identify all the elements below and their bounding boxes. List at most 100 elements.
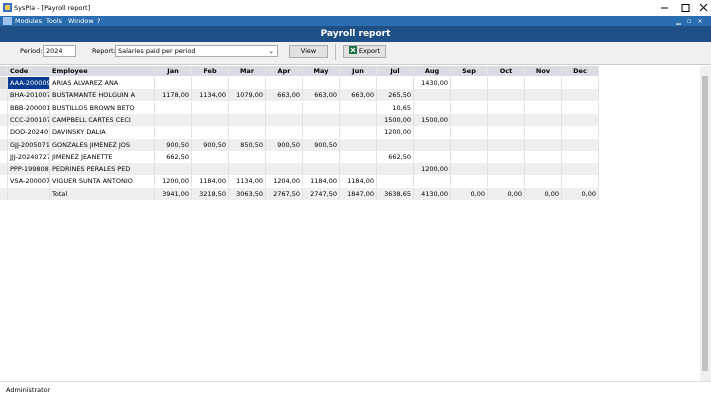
view-button[interactable]: View [289, 45, 328, 58]
row-header [0, 66, 8, 76]
window-title: SysPla - [Payroll report] [14, 4, 91, 12]
table-cell: 900,50 [155, 138, 192, 151]
table-cell: 900,50 [303, 138, 340, 151]
table-cell [525, 113, 562, 126]
table-cell [340, 163, 377, 176]
table-cell: 1200,00 [414, 163, 451, 176]
table-cell: 1134,00 [229, 175, 266, 188]
table-cell [340, 101, 377, 114]
total-cell: 0,00 [525, 187, 562, 200]
column-header: Oct [488, 66, 525, 76]
menu-bar: Modules Tools Window ? ▁▫× [0, 16, 711, 26]
export-label: Export [358, 47, 381, 55]
table-cell [192, 77, 229, 89]
table-cell: VIGUER SUNTA ANTONIO [50, 175, 155, 188]
table-cell [488, 113, 525, 126]
report-select[interactable]: Salaries paid per period ⌄ [115, 45, 278, 57]
table-cell [414, 89, 451, 102]
table-cell [303, 163, 340, 176]
table-cell [266, 101, 303, 114]
status-user: Administrator [6, 386, 51, 394]
table-cell [562, 126, 599, 139]
export-button[interactable]: Export [343, 45, 386, 58]
period-spinner[interactable]: 2024 [43, 45, 76, 57]
table-cell [340, 138, 377, 151]
table-cell [192, 126, 229, 139]
table-cell [303, 126, 340, 139]
table-cell [562, 113, 599, 126]
table-cell [229, 163, 266, 176]
row-indicator [0, 187, 8, 200]
page-header: Payroll report [0, 26, 711, 42]
column-header: Employee [50, 66, 155, 76]
table-cell [340, 150, 377, 163]
table-cell [266, 150, 303, 163]
table-cell [266, 163, 303, 176]
window-controls[interactable] [655, 0, 711, 16]
table-cell [155, 101, 192, 114]
period-label: Period: [20, 47, 43, 55]
total-cell: 0,00 [562, 187, 599, 200]
table-cell: 10,65 [377, 101, 414, 114]
table-cell: BUSTILLOS BROWN BETO [50, 101, 155, 114]
row-indicator [0, 138, 8, 151]
table-cell [525, 89, 562, 102]
table-cell [451, 101, 488, 114]
row-indicator [0, 77, 8, 89]
table-cell [340, 126, 377, 139]
menu-item[interactable]: Window [68, 17, 94, 25]
table-cell [488, 138, 525, 151]
table-cell [377, 77, 414, 89]
title-bar: SysPla - [Payroll report] [0, 0, 711, 16]
table-cell [192, 113, 229, 126]
total-cell: 0,00 [451, 187, 488, 200]
table-cell: PPP-19980801 [8, 163, 50, 176]
table-cell [488, 150, 525, 163]
total-cell: 2747,50 [303, 187, 340, 200]
table-cell [562, 138, 599, 151]
table-cell: 1200,00 [155, 175, 192, 188]
table-cell [414, 101, 451, 114]
table-cell: JIMENEZ JEANETTE [50, 150, 155, 163]
menu-item[interactable]: Modules [15, 17, 43, 25]
column-header: Feb [192, 66, 229, 76]
table-cell [192, 101, 229, 114]
table-cell: 1204,00 [266, 175, 303, 188]
total-cell: Total [50, 187, 155, 200]
table-cell [488, 101, 525, 114]
table-cell [562, 150, 599, 163]
table-cell [303, 113, 340, 126]
table-cell [192, 163, 229, 176]
table-cell: 1184,00 [340, 175, 377, 188]
table-cell [525, 101, 562, 114]
table-cell [377, 175, 414, 188]
table-cell[interactable]: AAA-20000902 [8, 77, 50, 89]
table-cell: CAMPBELL CARTES CECI [50, 113, 155, 126]
table-cell: DAVINSKY DALIA [50, 126, 155, 139]
menu-item[interactable]: ? [97, 17, 101, 25]
table-cell [451, 89, 488, 102]
table-cell [155, 126, 192, 139]
column-header: Aug [414, 66, 451, 76]
table-cell [525, 150, 562, 163]
table-cell [266, 113, 303, 126]
scroll-thumb[interactable] [702, 76, 708, 371]
mdi-controls[interactable]: ▁▫× [676, 17, 709, 25]
table-cell [451, 77, 488, 89]
scrollbar[interactable] [700, 66, 711, 381]
total-cell: 1847,00 [340, 187, 377, 200]
table-cell [562, 101, 599, 114]
column-header: Code [8, 66, 50, 76]
table-cell: CCC-20010727 [8, 113, 50, 126]
table-cell [414, 126, 451, 139]
table-cell [303, 101, 340, 114]
column-header: May [303, 66, 340, 76]
table-cell [303, 150, 340, 163]
table-cell: 1184,00 [303, 175, 340, 188]
table-cell [562, 175, 599, 188]
table-cell: 1500,00 [377, 113, 414, 126]
menu-item[interactable]: Tools [46, 17, 63, 25]
table-cell: BUSTAMANTE HOLGUIN A [50, 89, 155, 102]
column-header: Mar [229, 66, 266, 76]
